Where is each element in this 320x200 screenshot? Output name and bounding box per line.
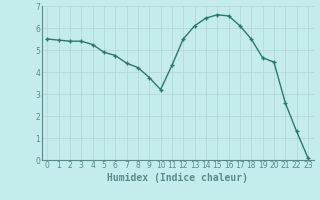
X-axis label: Humidex (Indice chaleur): Humidex (Indice chaleur) — [107, 173, 248, 183]
